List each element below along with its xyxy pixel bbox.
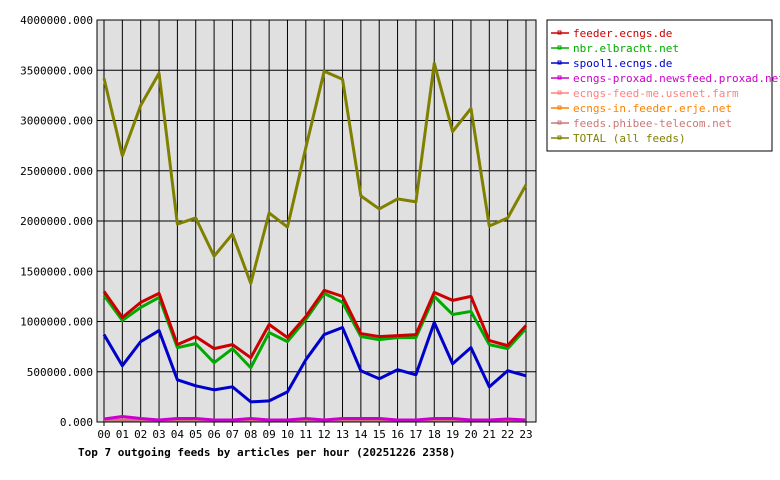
y-tick-label: 3500000.000 [20,64,93,77]
x-tick-label: 07 [226,428,239,441]
x-tick-label: 20 [464,428,477,441]
y-tick-label: 500000.000 [27,366,93,379]
x-tick-label: 09 [263,428,276,441]
x-tick-label: 05 [189,428,202,441]
y-tick-label: 1500000.000 [20,265,93,278]
legend-label: ecngs-feed-me.usenet.farm [573,87,739,100]
x-tick-label: 04 [171,428,185,441]
series-line-3 [103,414,527,422]
legend-label: nbr.elbracht.net [573,42,679,55]
plot-border [96,19,537,423]
x-tick-label: 11 [299,428,312,441]
legend-label: TOTAL (all feeds) [573,132,686,145]
series-line-7 [102,61,528,285]
x-tick-label: 02 [134,428,147,441]
x-tick-label: 21 [483,428,496,441]
x-tick-label: 00 [97,428,110,441]
x-tick-label: 10 [281,428,294,441]
legend-label: feeder.ecngs.de [573,27,672,40]
x-tick-label: 16 [391,428,404,441]
x-tick-label: 13 [336,428,349,441]
legend-marker [557,135,562,140]
legend-marker [557,60,562,65]
legend-marker [557,90,562,95]
legend-label: feeds.phibee-telecom.net [573,117,732,130]
x-tick-label: 15 [373,428,386,441]
y-tick-label: 1000000.000 [20,316,93,329]
legend-marker [557,105,562,110]
x-tick-label: 17 [409,428,422,441]
y-tick-label: 2500000.000 [20,165,93,178]
x-tick-label: 12 [318,428,331,441]
legend-label: ecngs-in.feeder.erje.net [573,102,732,115]
legend-marker [557,45,562,50]
x-tick-label: 06 [207,428,220,441]
legend-label: ecngs-proxad.newsfeed.proxad.net [573,72,780,85]
x-tick-label: 22 [501,428,514,441]
x-tick-label: 14 [354,428,368,441]
y-tick-label: 0.000 [60,416,93,429]
legend-marker [557,120,562,125]
chart-title: Top 7 outgoing feeds by articles per hou… [78,446,456,459]
legend-box [546,19,773,152]
series-line-0 [102,288,528,360]
x-tick-label: 18 [428,428,441,441]
y-tick-label: 2000000.000 [20,215,93,228]
legend-label: spool1.ecngs.de [573,57,672,70]
series-line-2 [102,321,527,404]
x-tick-label: 08 [244,428,257,441]
x-tick-label: 03 [152,428,165,441]
legend-marker [557,75,562,80]
x-tick-label: 19 [446,428,459,441]
x-tick-label: 01 [116,428,129,441]
x-tick-label: 23 [519,428,532,441]
y-tick-label: 4000000.000 [20,14,93,27]
legend-marker [557,30,562,35]
y-tick-label: 3000000.000 [20,115,93,128]
